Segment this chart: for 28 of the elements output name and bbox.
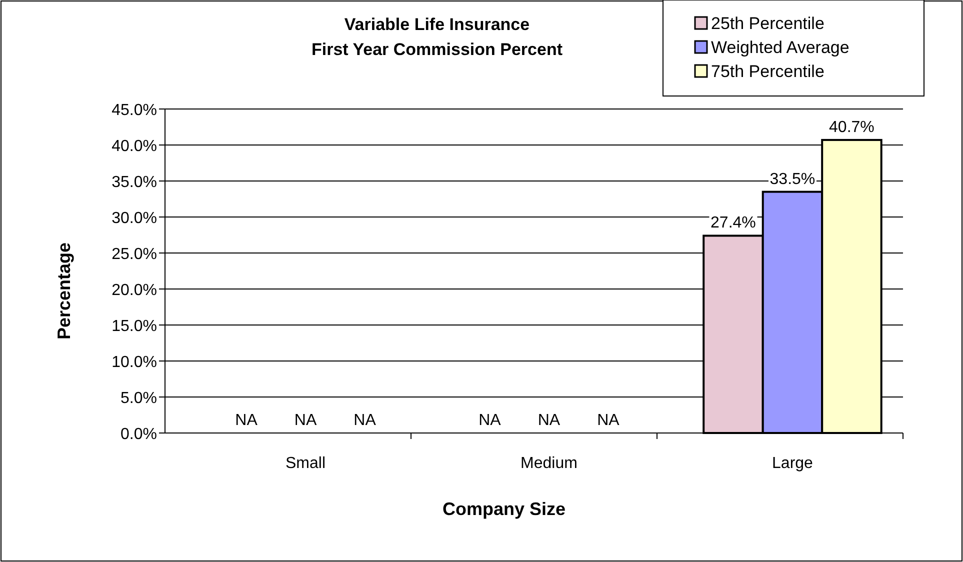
x-tick-label: Medium: [520, 455, 578, 472]
y-tick-label: 20.0%: [112, 282, 157, 299]
chart-title: Variable Life Insurance First Year Commission Percent: [311, 15, 563, 59]
text: NA: [294, 412, 317, 429]
y-tick-label: 35.0%: [112, 174, 157, 191]
y-tick-label: 40.0%: [112, 138, 157, 155]
y-tick-label: 15.0%: [112, 318, 157, 335]
data-label: 33.5%: [770, 170, 816, 188]
legend-label: Weighted Average: [711, 38, 850, 57]
x-tick-label: Large: [772, 455, 814, 472]
y-axis-title: Percentage: [54, 242, 74, 340]
legend-label: 25th Percentile: [711, 14, 824, 33]
data-label: 27.4%: [710, 214, 756, 232]
y-tick-label: 45.0%: [112, 102, 157, 119]
legend-label: 75th Percentile: [711, 62, 824, 81]
y-tick-label: 10.0%: [112, 354, 157, 371]
y-tick-label: 30.0%: [112, 210, 157, 227]
x-axis-title: Company Size: [442, 499, 566, 519]
y-tick-label: 25.0%: [112, 246, 157, 263]
text: NA: [597, 412, 620, 429]
y-tick-label: 5.0%: [120, 390, 157, 407]
x-tick-label: Small: [286, 455, 326, 472]
data-label: 40.7%: [829, 118, 874, 136]
y-tick-label: 0.0%: [120, 426, 157, 443]
text: NA: [538, 412, 560, 429]
text: NA: [354, 412, 376, 429]
text: NA: [235, 412, 258, 429]
text: NA: [478, 412, 501, 429]
